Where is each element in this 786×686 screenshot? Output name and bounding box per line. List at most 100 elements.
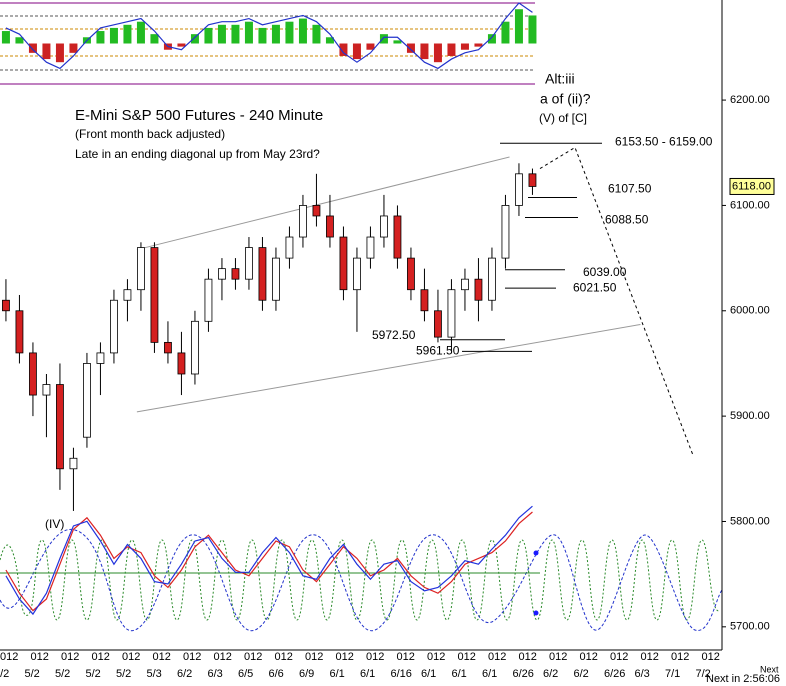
candle-body bbox=[15, 310, 24, 354]
x-tick-label: 5/2 bbox=[0, 668, 9, 680]
candle-body bbox=[177, 352, 186, 375]
candle-body bbox=[528, 173, 537, 187]
x-tick-label: 012 bbox=[305, 651, 323, 663]
x-tick-label: 012 bbox=[153, 651, 171, 663]
x-tick-label: 012 bbox=[183, 651, 201, 663]
histogram-bar bbox=[312, 24, 321, 44]
histogram-bar bbox=[393, 40, 402, 44]
level-label: 6107.50 bbox=[608, 182, 652, 196]
candle-body bbox=[434, 310, 442, 338]
candle-body bbox=[96, 352, 105, 364]
histogram-bar bbox=[447, 43, 456, 56]
histogram-bar bbox=[190, 34, 199, 44]
candle-body bbox=[204, 278, 213, 322]
candle-body bbox=[488, 257, 496, 301]
x-tick-label: 012 bbox=[458, 651, 476, 663]
histogram-bar bbox=[96, 31, 105, 44]
x-tick-label: 012 bbox=[244, 651, 262, 663]
x-tick-label: 012 bbox=[427, 651, 445, 663]
histogram-bar bbox=[420, 43, 429, 60]
x-tick-label: 012 bbox=[549, 651, 567, 663]
x-tick-label: 5/2 bbox=[55, 668, 70, 680]
candle-body bbox=[83, 363, 91, 438]
x-tick-label: 5/2 bbox=[25, 668, 40, 680]
x-tick-label: 012 bbox=[397, 651, 415, 663]
cycle-waves bbox=[0, 529, 723, 631]
x-tick-label: 012 bbox=[519, 651, 537, 663]
x-tick-label: 012 bbox=[214, 651, 232, 663]
candle-body bbox=[191, 320, 199, 375]
candle-body bbox=[231, 268, 240, 280]
candle-body bbox=[69, 457, 78, 470]
x-tick-label: 012 bbox=[31, 651, 49, 663]
candle-body bbox=[447, 289, 456, 338]
histogram-bar bbox=[487, 34, 496, 44]
candle-body bbox=[312, 205, 321, 217]
x-tick-label: 012 bbox=[671, 651, 689, 663]
histogram-bar bbox=[258, 27, 267, 44]
x-tick-label: 6/3 bbox=[635, 668, 650, 680]
candle-body bbox=[285, 236, 294, 259]
histogram-bar bbox=[325, 37, 334, 44]
level-label: 5961.50 bbox=[416, 344, 460, 358]
x-tick-label: 6/26 bbox=[513, 668, 534, 680]
candle-body bbox=[137, 247, 145, 291]
chart-title: E-Mini S&P 500 Futures - 240 Minute bbox=[75, 107, 323, 124]
top-panel-lines bbox=[0, 2, 535, 85]
candle-body bbox=[29, 352, 37, 396]
histogram-bar bbox=[366, 43, 375, 50]
histogram-bar bbox=[298, 18, 307, 44]
y-tick-label: 6100.00 bbox=[730, 199, 770, 211]
histogram-bar bbox=[339, 43, 348, 56]
x-tick-label: 012 bbox=[610, 651, 628, 663]
annotation: Alt:iii bbox=[545, 71, 575, 87]
histogram-bar bbox=[217, 24, 226, 44]
x-tick-label: 6/2 bbox=[543, 668, 558, 680]
x-tick-label: 012 bbox=[122, 651, 140, 663]
candle-body bbox=[164, 341, 172, 354]
footer-text: Next bbox=[760, 664, 779, 674]
trendline bbox=[136, 156, 510, 251]
level-label: 6153.50 - 6159.00 bbox=[615, 134, 713, 148]
candle-body bbox=[515, 173, 523, 206]
candle-body bbox=[326, 215, 334, 238]
candle-body bbox=[420, 289, 429, 312]
histogram-bar bbox=[460, 43, 469, 50]
histogram-bar bbox=[136, 21, 145, 44]
x-tick-label: 6/26 bbox=[604, 668, 625, 680]
x-tick-label: 5/2 bbox=[86, 668, 101, 680]
x-tick-label: 012 bbox=[641, 651, 659, 663]
x-tick-label: 012 bbox=[61, 651, 79, 663]
x-tick-label: 012 bbox=[702, 651, 720, 663]
histogram-bar bbox=[109, 27, 118, 44]
candle-body bbox=[501, 205, 510, 259]
x-tick-label: 6/9 bbox=[299, 668, 314, 680]
x-tick-label: 012 bbox=[92, 651, 110, 663]
x-tick-label: 6/16 bbox=[391, 668, 412, 680]
histogram-bar bbox=[204, 27, 213, 44]
histogram-bar bbox=[433, 43, 442, 63]
histogram-bar bbox=[501, 21, 510, 44]
cycle-dot bbox=[533, 610, 539, 616]
histogram-bar bbox=[150, 34, 159, 44]
histogram-bar bbox=[1, 31, 10, 44]
candle-body bbox=[56, 384, 64, 470]
x-tick-label: 012 bbox=[336, 651, 354, 663]
annotation: a of (ii)? bbox=[540, 91, 591, 107]
x-tick-label: 6/1 bbox=[482, 668, 497, 680]
x-tick-label: 012 bbox=[275, 651, 293, 663]
x-tick-label: 6/3 bbox=[208, 668, 223, 680]
last-price-box bbox=[729, 177, 775, 195]
candle-body bbox=[299, 205, 307, 238]
candle-body bbox=[339, 236, 348, 291]
x-tick-label: 6/2 bbox=[177, 668, 192, 680]
candle-body bbox=[380, 215, 388, 238]
candle-body bbox=[123, 289, 132, 301]
x-tick-label: 6/1 bbox=[360, 668, 375, 680]
histogram-bar bbox=[271, 24, 280, 44]
x-tick-label: 5/2 bbox=[116, 668, 131, 680]
x-tick-label: 6/1 bbox=[421, 668, 436, 680]
histogram-bar bbox=[379, 34, 388, 44]
histogram-bar bbox=[231, 24, 240, 44]
candle-body bbox=[110, 299, 118, 354]
